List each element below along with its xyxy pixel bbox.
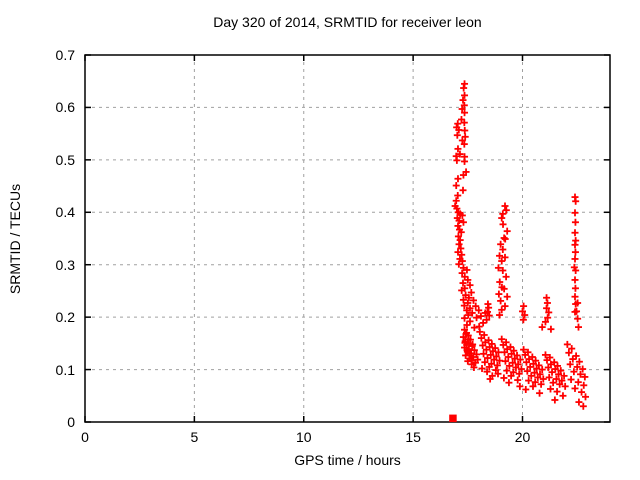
x-tick-label: 15 [405, 429, 421, 445]
x-tick-label: 20 [514, 429, 531, 445]
x-tick-label: 5 [190, 429, 199, 445]
y-tick-label: 0.6 [55, 99, 75, 116]
axis-marker-square [449, 414, 457, 423]
chart-title: Day 320 of 2014, SRMTID for receiver leo… [213, 14, 482, 30]
y-tick-label: 0.7 [55, 47, 75, 63]
y-tick-label: 0.5 [55, 151, 75, 168]
x-tick-label: 0 [81, 429, 89, 445]
y-tick-label: 0.4 [55, 204, 75, 221]
plot-border [84, 54, 611, 423]
y-axis-label: SRMTID / TECUs [7, 183, 23, 295]
y-tick-label: 0 [67, 414, 75, 430]
x-axis-label: GPS time / hours [294, 452, 401, 468]
x-tick-label: 10 [295, 429, 312, 445]
y-tick-label: 0.2 [55, 309, 75, 326]
y-tick-label: 0.3 [55, 256, 75, 273]
y-tick-label: 0.1 [55, 361, 75, 378]
